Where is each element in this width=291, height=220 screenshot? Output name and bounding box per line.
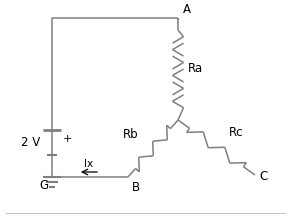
Text: +: + — [63, 134, 72, 144]
Text: Rc: Rc — [228, 126, 243, 139]
Text: C: C — [259, 170, 267, 183]
Text: Rb: Rb — [123, 128, 139, 141]
Text: Ra: Ra — [188, 62, 203, 75]
Text: Ix: Ix — [84, 159, 94, 169]
Text: B: B — [132, 181, 140, 194]
Text: A: A — [183, 3, 191, 16]
Text: 2 V: 2 V — [21, 136, 40, 149]
Text: G: G — [39, 179, 48, 192]
